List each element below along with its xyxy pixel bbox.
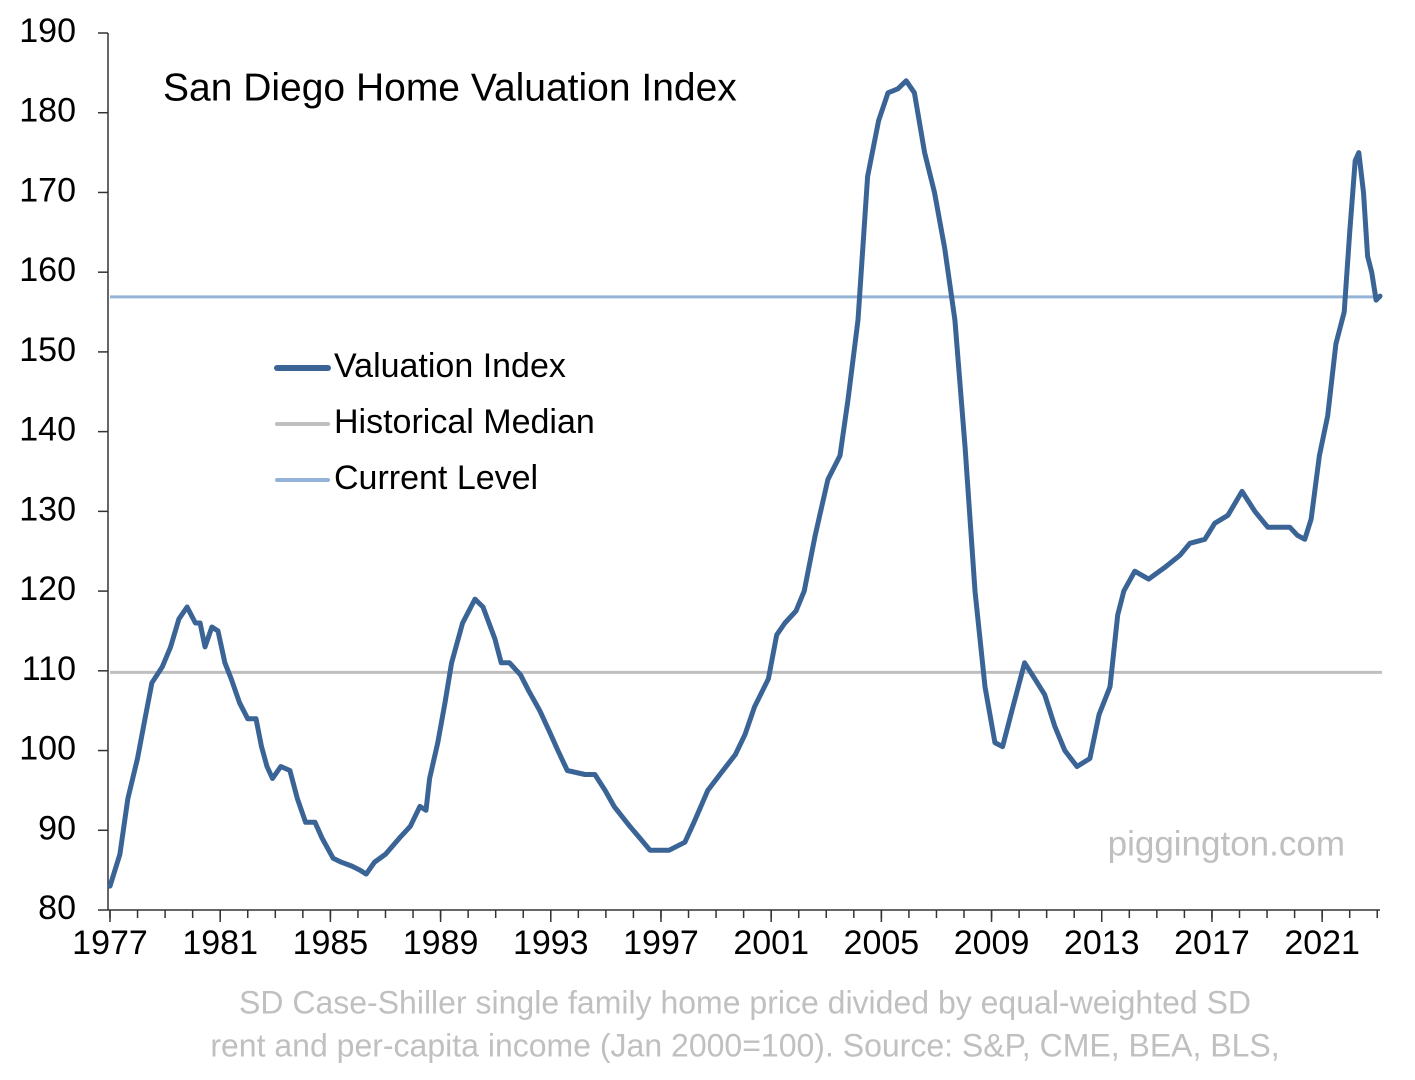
y-tick-label: 140 [19, 411, 76, 449]
x-tick-label: 1981 [182, 924, 258, 962]
y-tick-label: 180 [19, 92, 76, 130]
x-tick-label: 2021 [1284, 924, 1360, 962]
y-tick-label: 160 [19, 251, 76, 289]
footnote: SD Case-Shiller single family home price… [239, 984, 1251, 1020]
x-tick-label: 1997 [623, 924, 699, 962]
y-tick-label: 170 [19, 171, 76, 209]
y-tick-label: 130 [19, 490, 76, 528]
legend-label: Historical Median [334, 403, 595, 441]
x-tick-label: 2009 [954, 924, 1030, 962]
x-tick-label: 2005 [844, 924, 920, 962]
x-tick-label: 1989 [403, 924, 479, 962]
x-tick-label: 2001 [733, 924, 809, 962]
y-tick-label: 120 [19, 570, 76, 608]
x-tick-label: 2017 [1174, 924, 1250, 962]
legend-label: Current Level [334, 459, 538, 497]
y-tick-label: 80 [38, 889, 76, 927]
watermark: piggington.com [1108, 824, 1345, 863]
x-tick-label: 1977 [72, 924, 148, 962]
y-tick-label: 90 [38, 809, 76, 847]
y-tick-label: 150 [19, 331, 76, 369]
data-line [107, 78, 1383, 889]
x-tick-label: 1985 [293, 924, 369, 962]
legend-label: Valuation Index [334, 347, 566, 385]
x-tick-label: 2013 [1064, 924, 1140, 962]
x-tick-label: 1993 [513, 924, 589, 962]
y-tick-label: 190 [19, 12, 76, 50]
chart-title: San Diego Home Valuation Index [163, 66, 737, 109]
y-tick-label: 100 [19, 730, 76, 768]
y-tick-label: 110 [22, 650, 76, 688]
footnote: rent and per-capita income (Jan 2000=100… [210, 1027, 1279, 1063]
